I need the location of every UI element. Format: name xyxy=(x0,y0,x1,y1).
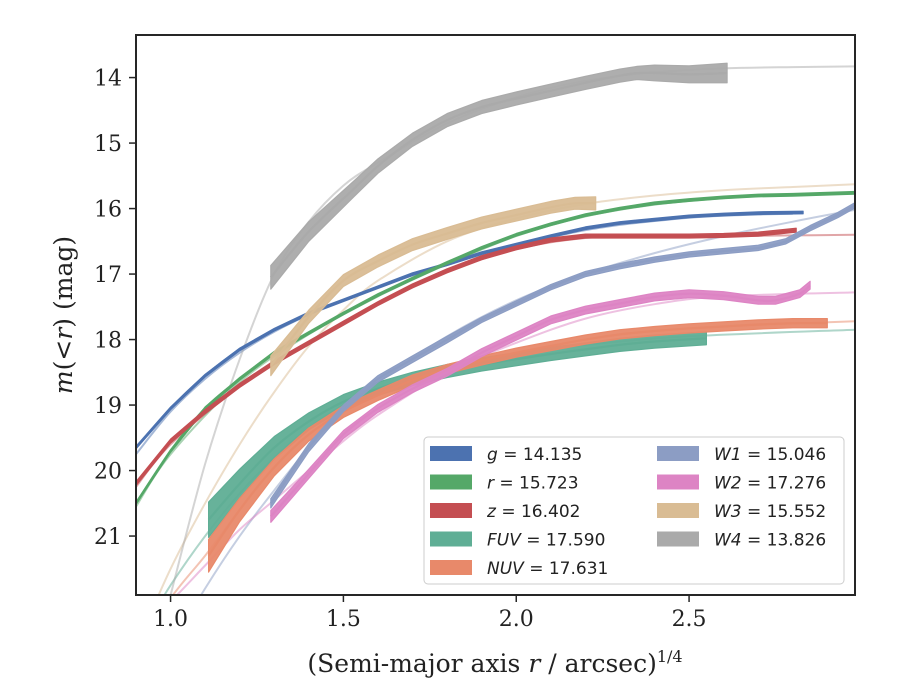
legend-label-g: g = 14.135 xyxy=(487,445,582,465)
measured-band-r xyxy=(136,190,855,506)
legend-swatch-w1 xyxy=(657,446,699,461)
legend-label-w1: W1 = 15.046 xyxy=(714,445,826,465)
legend-box xyxy=(423,436,845,585)
legend-label-fuv: FUV = 17.590 xyxy=(487,531,605,551)
y-tick-label: 16 xyxy=(94,198,122,223)
legend-swatch-w2 xyxy=(657,474,699,490)
y-tick-label: 21 xyxy=(94,525,122,550)
x-tick-label: 2.5 xyxy=(672,607,707,632)
measured-line-w2 xyxy=(269,284,811,518)
legend-label-w4: W4 = 13.826 xyxy=(714,531,826,551)
legend-label-w3: W3 = 15.552 xyxy=(714,502,826,522)
y-tick-label: 19 xyxy=(94,394,122,419)
measured-band-w4 xyxy=(270,62,728,290)
y-tick-label: 14 xyxy=(94,67,122,92)
measured-band-nuv xyxy=(208,318,828,573)
measured-line-z xyxy=(136,229,797,485)
legend-swatch-nuv xyxy=(430,560,472,575)
legend-label-w2: W2 = 17.276 xyxy=(714,474,826,494)
legend-swatch-w4 xyxy=(657,531,699,547)
x-tick-label: 1.5 xyxy=(326,607,361,632)
measured-line-nuv xyxy=(207,322,828,557)
y-tick-label: 18 xyxy=(94,329,122,354)
measured-band-w1 xyxy=(270,202,855,509)
legend-swatch-w3 xyxy=(657,503,699,518)
measured-band-z xyxy=(136,227,797,487)
y-tick-label: 15 xyxy=(94,132,122,157)
measured-line-g xyxy=(136,211,804,449)
y-tick-label: 20 xyxy=(94,460,122,485)
legend-swatch-fuv xyxy=(430,531,472,547)
measured-band-w2 xyxy=(270,280,811,523)
y-axis-label: m(<r) (mag) xyxy=(49,236,78,394)
legend-label-nuv: NUV = 17.631 xyxy=(487,559,608,579)
plot-frame xyxy=(135,34,856,596)
legend-swatch-g xyxy=(430,446,472,461)
legend-label-z: z = 16.402 xyxy=(486,502,580,522)
legend-swatch-z xyxy=(430,503,472,518)
measured-line-r xyxy=(136,191,855,504)
legend-label-r: r = 15.723 xyxy=(487,474,579,494)
measured-line-w4 xyxy=(269,71,728,279)
measured-band-g xyxy=(136,210,804,450)
measured-line-w3 xyxy=(269,201,596,367)
x-axis-label: (Semi-major axis r / arcsec)1/4 xyxy=(307,647,682,678)
y-tick-label: 17 xyxy=(94,263,122,288)
model-curve-w3 xyxy=(157,183,855,595)
measured-line-w1 xyxy=(269,204,855,504)
x-tick-label: 2.0 xyxy=(499,607,534,632)
x-tick-label: 1.0 xyxy=(153,607,188,632)
legend-swatch-r xyxy=(430,474,472,490)
